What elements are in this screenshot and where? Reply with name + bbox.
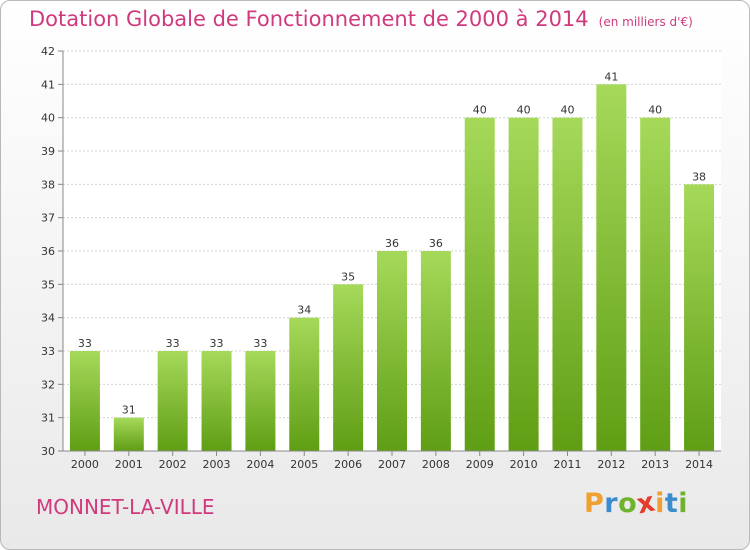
- x-tick-label: 2003: [203, 458, 231, 471]
- logo-letter: P: [584, 488, 605, 519]
- y-tick-label: 42: [41, 45, 55, 58]
- x-tick-label: 2012: [597, 458, 625, 471]
- x-tick-label: 2000: [71, 458, 99, 471]
- bar: [113, 417, 144, 451]
- data-label: 33: [253, 337, 267, 350]
- x-tick-label: 2006: [334, 458, 362, 471]
- logo-letter: i: [655, 488, 665, 519]
- bar: [508, 117, 539, 452]
- bar: [420, 251, 451, 451]
- bar: [201, 351, 232, 451]
- y-tick-label: 33: [41, 345, 55, 358]
- y-tick-label: 35: [41, 278, 55, 291]
- bar: [157, 351, 188, 451]
- y-tick-label: 36: [41, 245, 55, 258]
- bar: [69, 351, 100, 451]
- data-label: 38: [692, 170, 706, 183]
- y-tick-label: 40: [41, 112, 55, 125]
- x-tick-label: 2014: [685, 458, 713, 471]
- data-label: 31: [122, 404, 136, 417]
- chart-subtitle: (en milliers d'€): [598, 15, 693, 29]
- proxiti-logo: Proxiti: [584, 486, 689, 520]
- x-tick-label: 2010: [510, 458, 538, 471]
- x-tick-label: 2008: [422, 458, 450, 471]
- x-tick-label: 2013: [641, 458, 669, 471]
- data-label: 40: [648, 104, 662, 117]
- data-label: 34: [297, 304, 311, 317]
- bar: [640, 117, 671, 452]
- data-label: 40: [560, 104, 574, 117]
- y-tick-label: 32: [41, 378, 55, 391]
- x-tick-label: 2005: [290, 458, 318, 471]
- x-tick-label: 2004: [246, 458, 274, 471]
- logo-letter: o: [618, 488, 638, 519]
- bar: [377, 251, 407, 451]
- x-tick-label: 2007: [378, 458, 406, 471]
- x-tick-label: 2001: [115, 458, 143, 471]
- chart-title-text: Dotation Globale de Fonctionnement de 20…: [29, 7, 589, 31]
- data-label: 41: [604, 70, 618, 83]
- bar: [245, 351, 276, 451]
- data-label: 40: [517, 104, 531, 117]
- logo-letter: r: [604, 488, 619, 519]
- y-tick-label: 39: [41, 145, 55, 158]
- y-tick-label: 38: [41, 178, 55, 191]
- y-tick-label: 34: [41, 312, 55, 325]
- bar: [552, 117, 583, 452]
- y-tick-label: 37: [41, 212, 55, 225]
- x-tick-label: 2011: [553, 458, 581, 471]
- data-label: 33: [166, 337, 180, 350]
- data-label: 36: [385, 237, 399, 250]
- chart-title: Dotation Globale de Fonctionnement de 20…: [29, 7, 693, 31]
- data-label: 33: [78, 337, 92, 350]
- bar: [684, 184, 715, 452]
- bar: [289, 317, 320, 451]
- x-tick-label: 2002: [159, 458, 187, 471]
- bar: [596, 84, 627, 451]
- data-label: 36: [429, 237, 443, 250]
- data-label: 33: [210, 337, 224, 350]
- logo-letter: t: [664, 488, 679, 519]
- commune-name: MONNET-LA-VILLE: [36, 495, 215, 519]
- y-tick-label: 41: [41, 78, 55, 91]
- y-tick-label: 30: [41, 445, 55, 458]
- data-label: 40: [473, 104, 487, 117]
- bar: [333, 284, 364, 451]
- bar: [464, 117, 495, 452]
- logo-letter: i: [678, 488, 689, 519]
- x-tick-label: 2009: [466, 458, 494, 471]
- y-tick-label: 31: [41, 412, 55, 425]
- data-label: 35: [341, 270, 355, 283]
